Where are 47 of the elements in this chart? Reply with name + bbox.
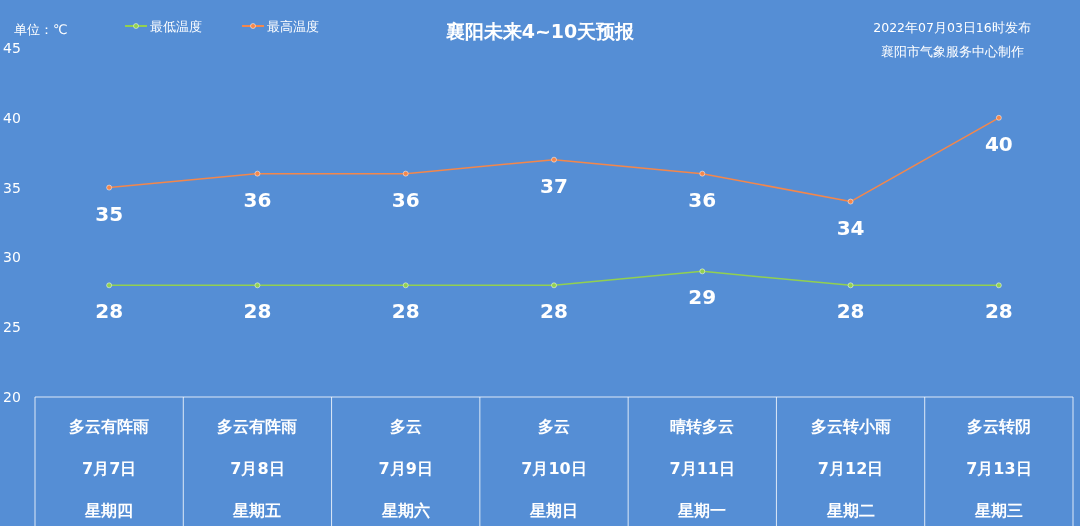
y-tick-label: 20 <box>3 389 21 405</box>
data-label: 36 <box>391 187 420 212</box>
text: 多云转小雨 <box>810 417 891 436</box>
data-label: 28 <box>391 299 420 324</box>
data-label: 36 <box>243 187 272 212</box>
text: 多云转阴 <box>966 417 1031 436</box>
text: 多云有阵雨 <box>217 417 298 436</box>
text: 星期日 <box>529 501 578 520</box>
data-label: 36 <box>688 187 717 212</box>
text: 多云 <box>538 417 570 436</box>
y-tick-label: 30 <box>3 249 21 266</box>
text: 星期六 <box>380 501 430 520</box>
x-tick-label: 7月10日 <box>521 459 587 478</box>
x-tick-label: 7月9日 <box>378 459 433 478</box>
data-label: 40 <box>984 131 1013 156</box>
data-label: 29 <box>688 285 717 310</box>
text: 多云 <box>389 417 422 436</box>
y-axis-title: 单位：℃ <box>14 22 68 37</box>
x-tick-label: 7月11日 <box>669 459 735 478</box>
chart-title: 襄阳未来4~10天预报 <box>445 20 636 42</box>
data-label: 37 <box>540 173 568 198</box>
y-tick-label: 25 <box>3 319 21 336</box>
data-label: 35 <box>95 201 124 226</box>
data-label: 28 <box>95 299 124 324</box>
text: 星期四 <box>84 501 134 520</box>
x-tick-label: 7月7日 <box>82 459 137 478</box>
y-tick-label: 40 <box>3 109 21 126</box>
data-label: 28 <box>984 299 1013 324</box>
text: 多云有阵雨 <box>69 417 150 436</box>
x-tick-label: 7月13日 <box>966 459 1032 478</box>
legend-label: 最低温度 <box>150 19 202 34</box>
text: 星期五 <box>232 501 282 520</box>
text: 星期一 <box>677 501 727 520</box>
data-label: 34 <box>836 215 865 240</box>
text: 晴转多云 <box>670 417 735 436</box>
y-tick-label: 35 <box>3 179 21 196</box>
x-tick-label: 7月8日 <box>230 459 285 478</box>
text: 星期二 <box>825 501 875 520</box>
x-tick-label: 7月12日 <box>817 459 884 478</box>
data-label: 28 <box>243 299 272 324</box>
text: 2022年07月03日16时发布 <box>873 20 1031 35</box>
annotation: 襄阳市气象服务中心制作 <box>880 44 1024 59</box>
data-label: 28 <box>836 299 865 324</box>
text: 星期三 <box>973 501 1023 520</box>
data-label: 28 <box>540 299 568 324</box>
legend-label: 最高温度 <box>267 19 319 34</box>
y-tick-label: 45 <box>3 40 21 56</box>
